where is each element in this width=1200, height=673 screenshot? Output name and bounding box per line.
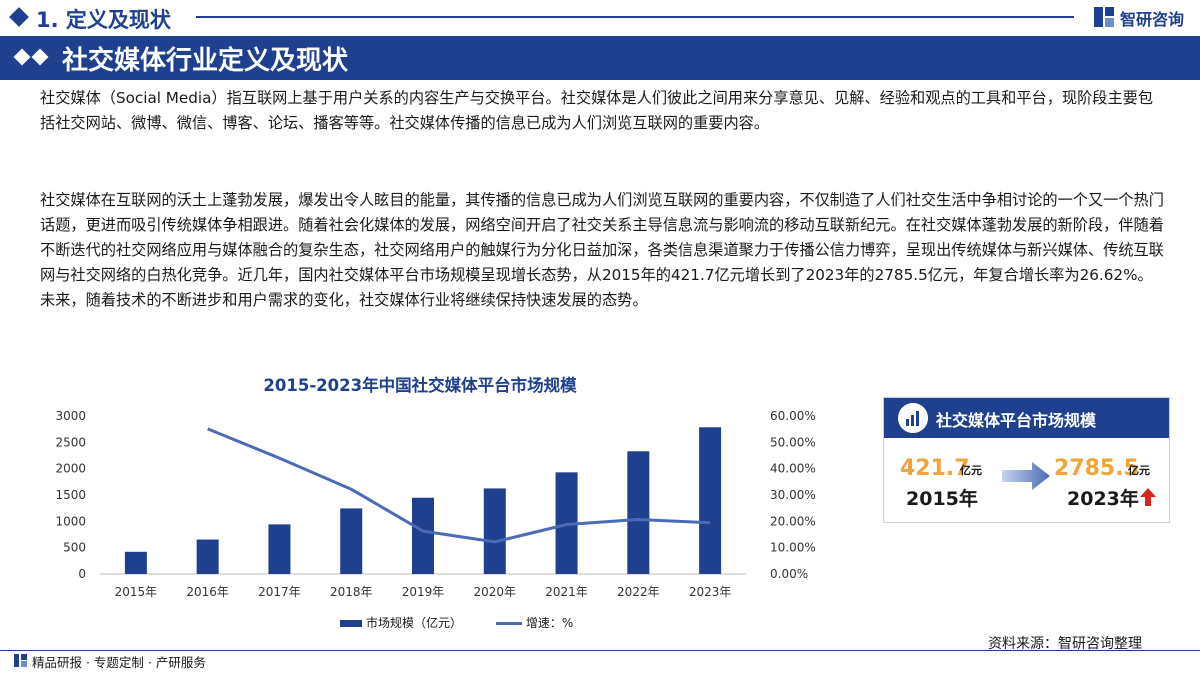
summary-card-title: 社交媒体平台市场规模 — [936, 411, 1097, 430]
intro-paragraph: 社交媒体（Social Media）指互联网上基于用户关系的内容生产与交换平台。… — [40, 89, 1154, 132]
detail-paragraph: 社交媒体在互联网的沃土上蓬勃发展，爆发出令人眩目的能量，其传播的信息已成为人们浏… — [40, 191, 1164, 309]
x-tick-label: 2020年 — [474, 585, 517, 599]
section-label: 1. 定义及现状 — [36, 8, 171, 32]
footer-tagline: 精品研报 · 专题定制 · 产研服务 — [32, 655, 206, 670]
bar-2018年 — [340, 508, 363, 574]
chart-legend: 市场规模（亿元） 增速：% — [340, 614, 573, 631]
bar-2022年 — [627, 451, 650, 574]
y-left-tick-label: 2000 — [55, 462, 86, 476]
x-tick-label: 2018年 — [330, 585, 373, 599]
x-tick-label: 2021年 — [545, 585, 588, 599]
title-banner: 社交媒体行业定义及现状 — [0, 36, 1200, 80]
x-tick-label: 2022年 — [617, 585, 660, 599]
start-value: 421.7 — [900, 456, 970, 481]
y-left-tick-label: 1500 — [55, 488, 86, 502]
y-right-tick-label: 10.00% — [770, 541, 816, 555]
y-right-tick-label: 30.00% — [770, 488, 816, 502]
y-left-tick-label: 2500 — [55, 435, 86, 449]
brand-logo-icon — [14, 654, 27, 667]
x-tick-label: 2015年 — [115, 585, 158, 599]
chart-circle-icon — [898, 403, 928, 433]
footer-divider — [0, 650, 1200, 651]
brand-name: 智研咨询 — [1120, 10, 1185, 29]
start-unit: 亿元 — [960, 464, 982, 477]
y-left-tick-label: 1000 — [55, 514, 86, 528]
data-source: 资料来源：智研咨询整理 — [988, 636, 1142, 652]
y-left-tick-label: 500 — [63, 541, 86, 555]
end-year: 2023年 — [1067, 488, 1139, 510]
bar-2017年 — [268, 524, 291, 574]
x-tick-label: 2019年 — [402, 585, 445, 599]
start-year: 2015年 — [906, 488, 978, 510]
chart-title: 2015-2023年中国社交媒体平台市场规模 — [263, 376, 577, 395]
y-right-tick-label: 50.00% — [770, 435, 816, 449]
end-value: 2785.5 — [1054, 456, 1139, 481]
brand-logo-icon — [1094, 7, 1114, 27]
right-arrow-icon — [1002, 462, 1050, 490]
bar-2019年 — [412, 497, 434, 574]
x-tick-label: 2023年 — [689, 585, 732, 599]
bar-2023年 — [699, 427, 722, 574]
y-left-tick-label: 3000 — [55, 409, 86, 423]
page-title: 社交媒体行业定义及现状 — [62, 46, 349, 76]
bar-2016年 — [196, 539, 219, 574]
diamond-icon — [9, 7, 29, 27]
legend-bar-swatch — [340, 620, 362, 627]
summary-card-header: 社交媒体平台市场规模 — [884, 398, 1169, 438]
legend-line-label: 增速：% — [525, 616, 574, 630]
bar-2020年 — [483, 488, 506, 574]
y-right-tick-label: 40.00% — [770, 462, 816, 476]
legend-bar-label: 市场规模（亿元） — [366, 616, 463, 630]
growth-rate-line — [207, 427, 711, 544]
summary-card: 社交媒体平台市场规模 421.7 亿元 2015年 2785.5 亿元 2023… — [883, 397, 1170, 523]
y-left-tick-label: 0 — [78, 567, 86, 581]
up-arrow-icon — [1140, 488, 1156, 506]
top-divider — [196, 16, 1074, 18]
y-right-tick-label: 60.00% — [770, 409, 816, 423]
legend-line-swatch — [495, 622, 522, 625]
y-right-tick-label: 20.00% — [770, 514, 816, 528]
x-tick-label: 2016年 — [186, 585, 229, 599]
market-size-chart: 0 500 1000 1500 2000 2500 3000 0.00% 10.00% 20.00… — [55, 409, 816, 599]
bar-2015年 — [124, 551, 147, 574]
top-bar: 1. 定义及现状 智研咨询 — [0, 0, 1200, 36]
y-right-tick-label: 0.00% — [770, 567, 808, 581]
diamond-icon — [13, 48, 52, 67]
end-unit: 亿元 — [1128, 464, 1150, 477]
x-tick-label: 2017年 — [258, 585, 301, 599]
